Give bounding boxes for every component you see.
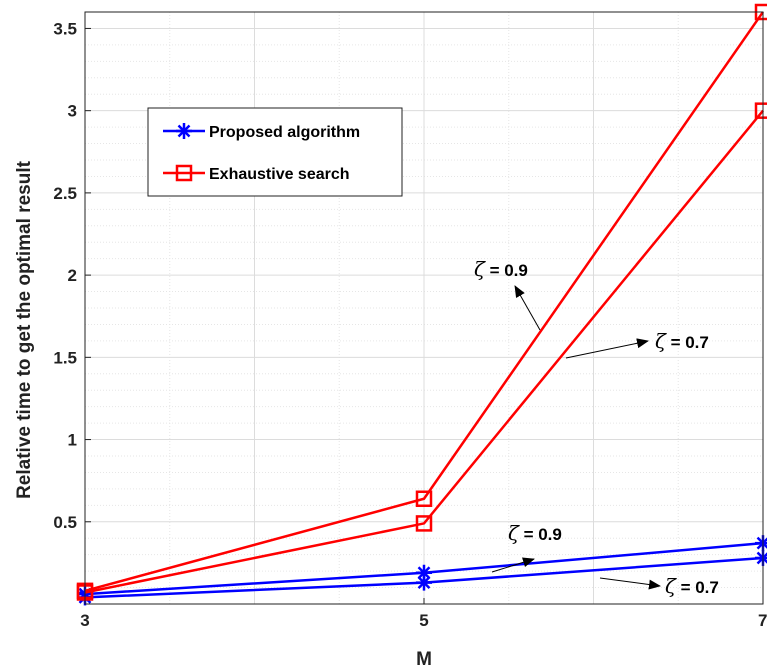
data-point-square [415, 515, 433, 532]
x-tick-label: 7 [758, 611, 767, 630]
annotation-prop-09: ζ = 0.9 [508, 521, 562, 545]
data-point-square [415, 490, 433, 508]
y-tick-label: 3 [68, 102, 77, 121]
y-axis-label: Relative time to get the optimal result [14, 160, 35, 499]
y-tick-label: 2.5 [53, 184, 77, 203]
x-tick-label: 3 [80, 611, 89, 630]
series-line-2 [84, 11, 765, 593]
legend: Proposed algorithm Exhaustive search [147, 107, 403, 197]
legend-label-exhaustive: Exhaustive search [209, 166, 350, 183]
annotation-exh-09: ζ = 0.9 [474, 257, 528, 281]
annotation-arrow-prop-07 [599, 577, 661, 590]
legend-label-proposed: Proposed algorithm [209, 124, 360, 141]
annotations: ζ = 0.9 ζ = 0.7 ζ = 0.9 ζ = 0.7 [474, 257, 719, 598]
y-tick-label: 1.5 [53, 348, 77, 367]
y-tick-label: 0.5 [53, 513, 77, 532]
ticks: 0.5 1 1.5 2 2.5 3 3.5 3 5 7 [53, 19, 767, 630]
series-layer [76, 3, 767, 606]
legend-marker-square-icon [175, 164, 193, 182]
y-tick-label: 3.5 [53, 19, 77, 38]
series-line-3 [84, 109, 764, 594]
annotation-prop-07: ζ = 0.7 [665, 574, 719, 598]
y-tick-label: 1 [68, 431, 77, 450]
x-axis-label: M [416, 649, 432, 670]
legend-marker-asterisk-icon [176, 123, 192, 139]
annotation-exh-07: ζ = 0.7 [655, 329, 709, 353]
legend-box [147, 107, 403, 197]
y-tick-label: 2 [68, 266, 77, 285]
annotation-arrow-prop-09 [491, 557, 535, 573]
annotation-arrow-exh-09 [514, 285, 541, 331]
x-tick-label: 5 [419, 611, 428, 630]
data-point-asterisk [416, 574, 432, 591]
annotation-arrow-exh-07 [565, 338, 649, 359]
